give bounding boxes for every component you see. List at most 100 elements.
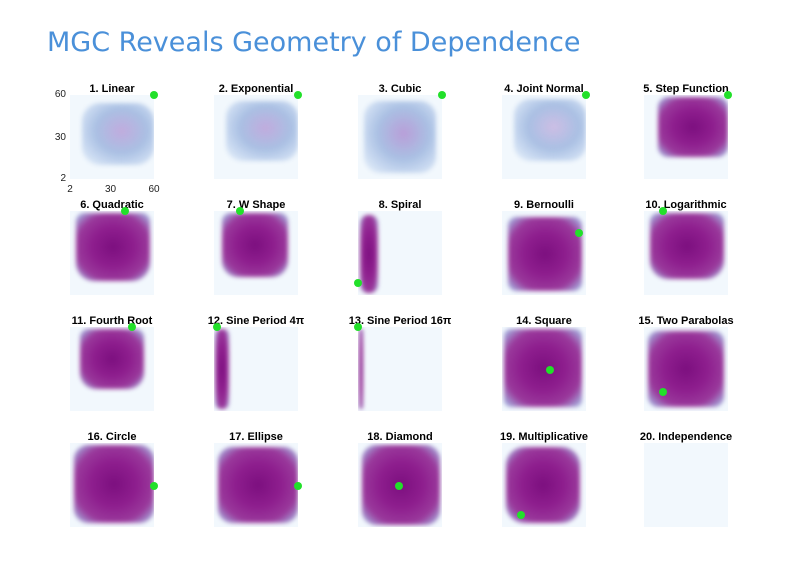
panel-title: 3. Cubic	[378, 83, 422, 95]
optimal-scale-marker	[438, 91, 446, 99]
heatmap-panel	[214, 207, 298, 295]
panel-title: 18. Diamond	[367, 431, 433, 443]
heatmap-panel	[354, 211, 442, 295]
heatmap-panel	[354, 323, 442, 411]
heatmap-cell	[358, 95, 442, 179]
panel-title: 2. Exponential	[218, 83, 294, 95]
heatmap-cell	[214, 327, 298, 411]
optimal-scale-marker	[121, 207, 130, 215]
heatmap-region	[504, 329, 582, 407]
heatmap-panel	[212, 323, 298, 411]
heatmap-panel	[358, 443, 442, 527]
heatmap-panel	[502, 211, 586, 295]
optimal-scale-marker	[724, 91, 732, 99]
panel-title: 20. Independence	[639, 431, 733, 443]
panel-title: 12. Sine Period 4π	[207, 315, 305, 327]
optimal-scale-marker	[212, 323, 221, 331]
heatmap-panel	[214, 91, 302, 179]
heatmap-panel	[502, 327, 586, 411]
heatmap-panel	[70, 91, 158, 179]
heatmap-region	[226, 101, 298, 161]
heatmap-cell	[358, 443, 442, 527]
panel-title: 13. Sine Period 16π	[348, 315, 452, 327]
optimal-scale-marker	[574, 228, 583, 237]
panel-title: 4. Joint Normal	[504, 83, 584, 95]
heatmap-region	[506, 447, 580, 523]
heatmap-cell	[214, 95, 298, 179]
heatmap-panel	[214, 443, 302, 527]
y-tick-label: 2	[60, 173, 66, 184]
x-tick-label: 2	[67, 184, 73, 195]
optimal-scale-marker	[294, 91, 302, 99]
heatmap-region	[80, 329, 144, 389]
heatmap-cell	[214, 211, 298, 295]
optimal-scale-marker	[516, 511, 525, 520]
heatmap-region	[218, 447, 298, 523]
panel-title: 7. W Shape	[226, 199, 286, 211]
heatmap-cell	[358, 211, 442, 295]
heatmap-cell	[70, 211, 154, 295]
heatmap-panel	[644, 443, 728, 527]
optimal-scale-marker	[545, 366, 554, 375]
heatmap-cell	[502, 443, 586, 527]
optimal-scale-marker	[658, 207, 667, 215]
heatmap-panel	[644, 91, 732, 179]
optimal-scale-marker	[128, 323, 137, 331]
optimal-scale-marker	[236, 207, 245, 215]
heatmap-panel	[70, 323, 154, 411]
heatmap-cell	[644, 95, 728, 179]
heatmap-cell	[70, 95, 154, 179]
panel-title: 6. Quadratic	[80, 199, 144, 211]
optimal-scale-marker	[294, 482, 302, 491]
heatmap-cell	[70, 327, 154, 411]
heatmap-panel	[502, 443, 586, 527]
heatmap-cell	[358, 327, 442, 411]
heatmap-cell	[644, 443, 728, 527]
optimal-scale-marker	[150, 91, 158, 99]
heatmap-cell	[502, 327, 586, 411]
heatmap-region	[648, 331, 724, 407]
panel-title: 14. Square	[516, 315, 572, 327]
optimal-scale-marker	[658, 388, 667, 397]
optimal-scale-marker	[354, 279, 362, 288]
panel-title: 9. Bernoulli	[514, 199, 574, 211]
heatmap-region	[364, 101, 436, 173]
optimal-scale-marker	[394, 482, 403, 491]
heatmap-region	[76, 213, 150, 281]
panel-title: 11. Fourth Root	[71, 315, 153, 327]
y-tick-label: 60	[54, 89, 66, 100]
heatmap-region	[359, 329, 363, 409]
panel-title: 10. Logarithmic	[645, 199, 727, 211]
x-tick-label: 30	[104, 184, 117, 195]
heatmap-region	[508, 217, 582, 291]
heatmap-panel	[644, 207, 728, 295]
heatmap-cell	[502, 95, 586, 179]
panel-title: 8. Spiral	[378, 199, 422, 211]
heatmap-region	[650, 213, 724, 279]
heatmap-panel	[70, 207, 154, 295]
heatmap-region	[514, 99, 586, 161]
heatmap-region	[360, 215, 378, 293]
optimal-scale-marker	[150, 482, 158, 491]
heatmap-region	[82, 103, 154, 165]
panel-title: 19. Multiplicative	[499, 431, 589, 443]
heatmap-region	[215, 329, 229, 409]
panel-title: 17. Ellipse	[229, 431, 283, 443]
panel-title: 1. Linear	[89, 83, 135, 95]
heatmap-panel	[502, 91, 590, 179]
optimal-scale-marker	[354, 323, 362, 331]
optimal-scale-marker	[582, 91, 590, 99]
panel-title: 15. Two Parabolas	[638, 315, 734, 327]
heatmap-cell	[644, 211, 728, 295]
heatmap-region	[222, 213, 288, 277]
heatmap-panel	[358, 91, 446, 179]
heatmap-cell	[644, 327, 728, 411]
panel-title: 16. Circle	[87, 431, 137, 443]
x-tick-label: 60	[148, 184, 160, 195]
heatmap-cell	[214, 443, 298, 527]
figure-title: MGC Reveals Geometry of Dependence	[47, 27, 581, 58]
y-tick-label: 30	[54, 132, 66, 144]
panel-title: 5. Step Function	[643, 83, 729, 95]
heatmap-region	[74, 445, 154, 523]
